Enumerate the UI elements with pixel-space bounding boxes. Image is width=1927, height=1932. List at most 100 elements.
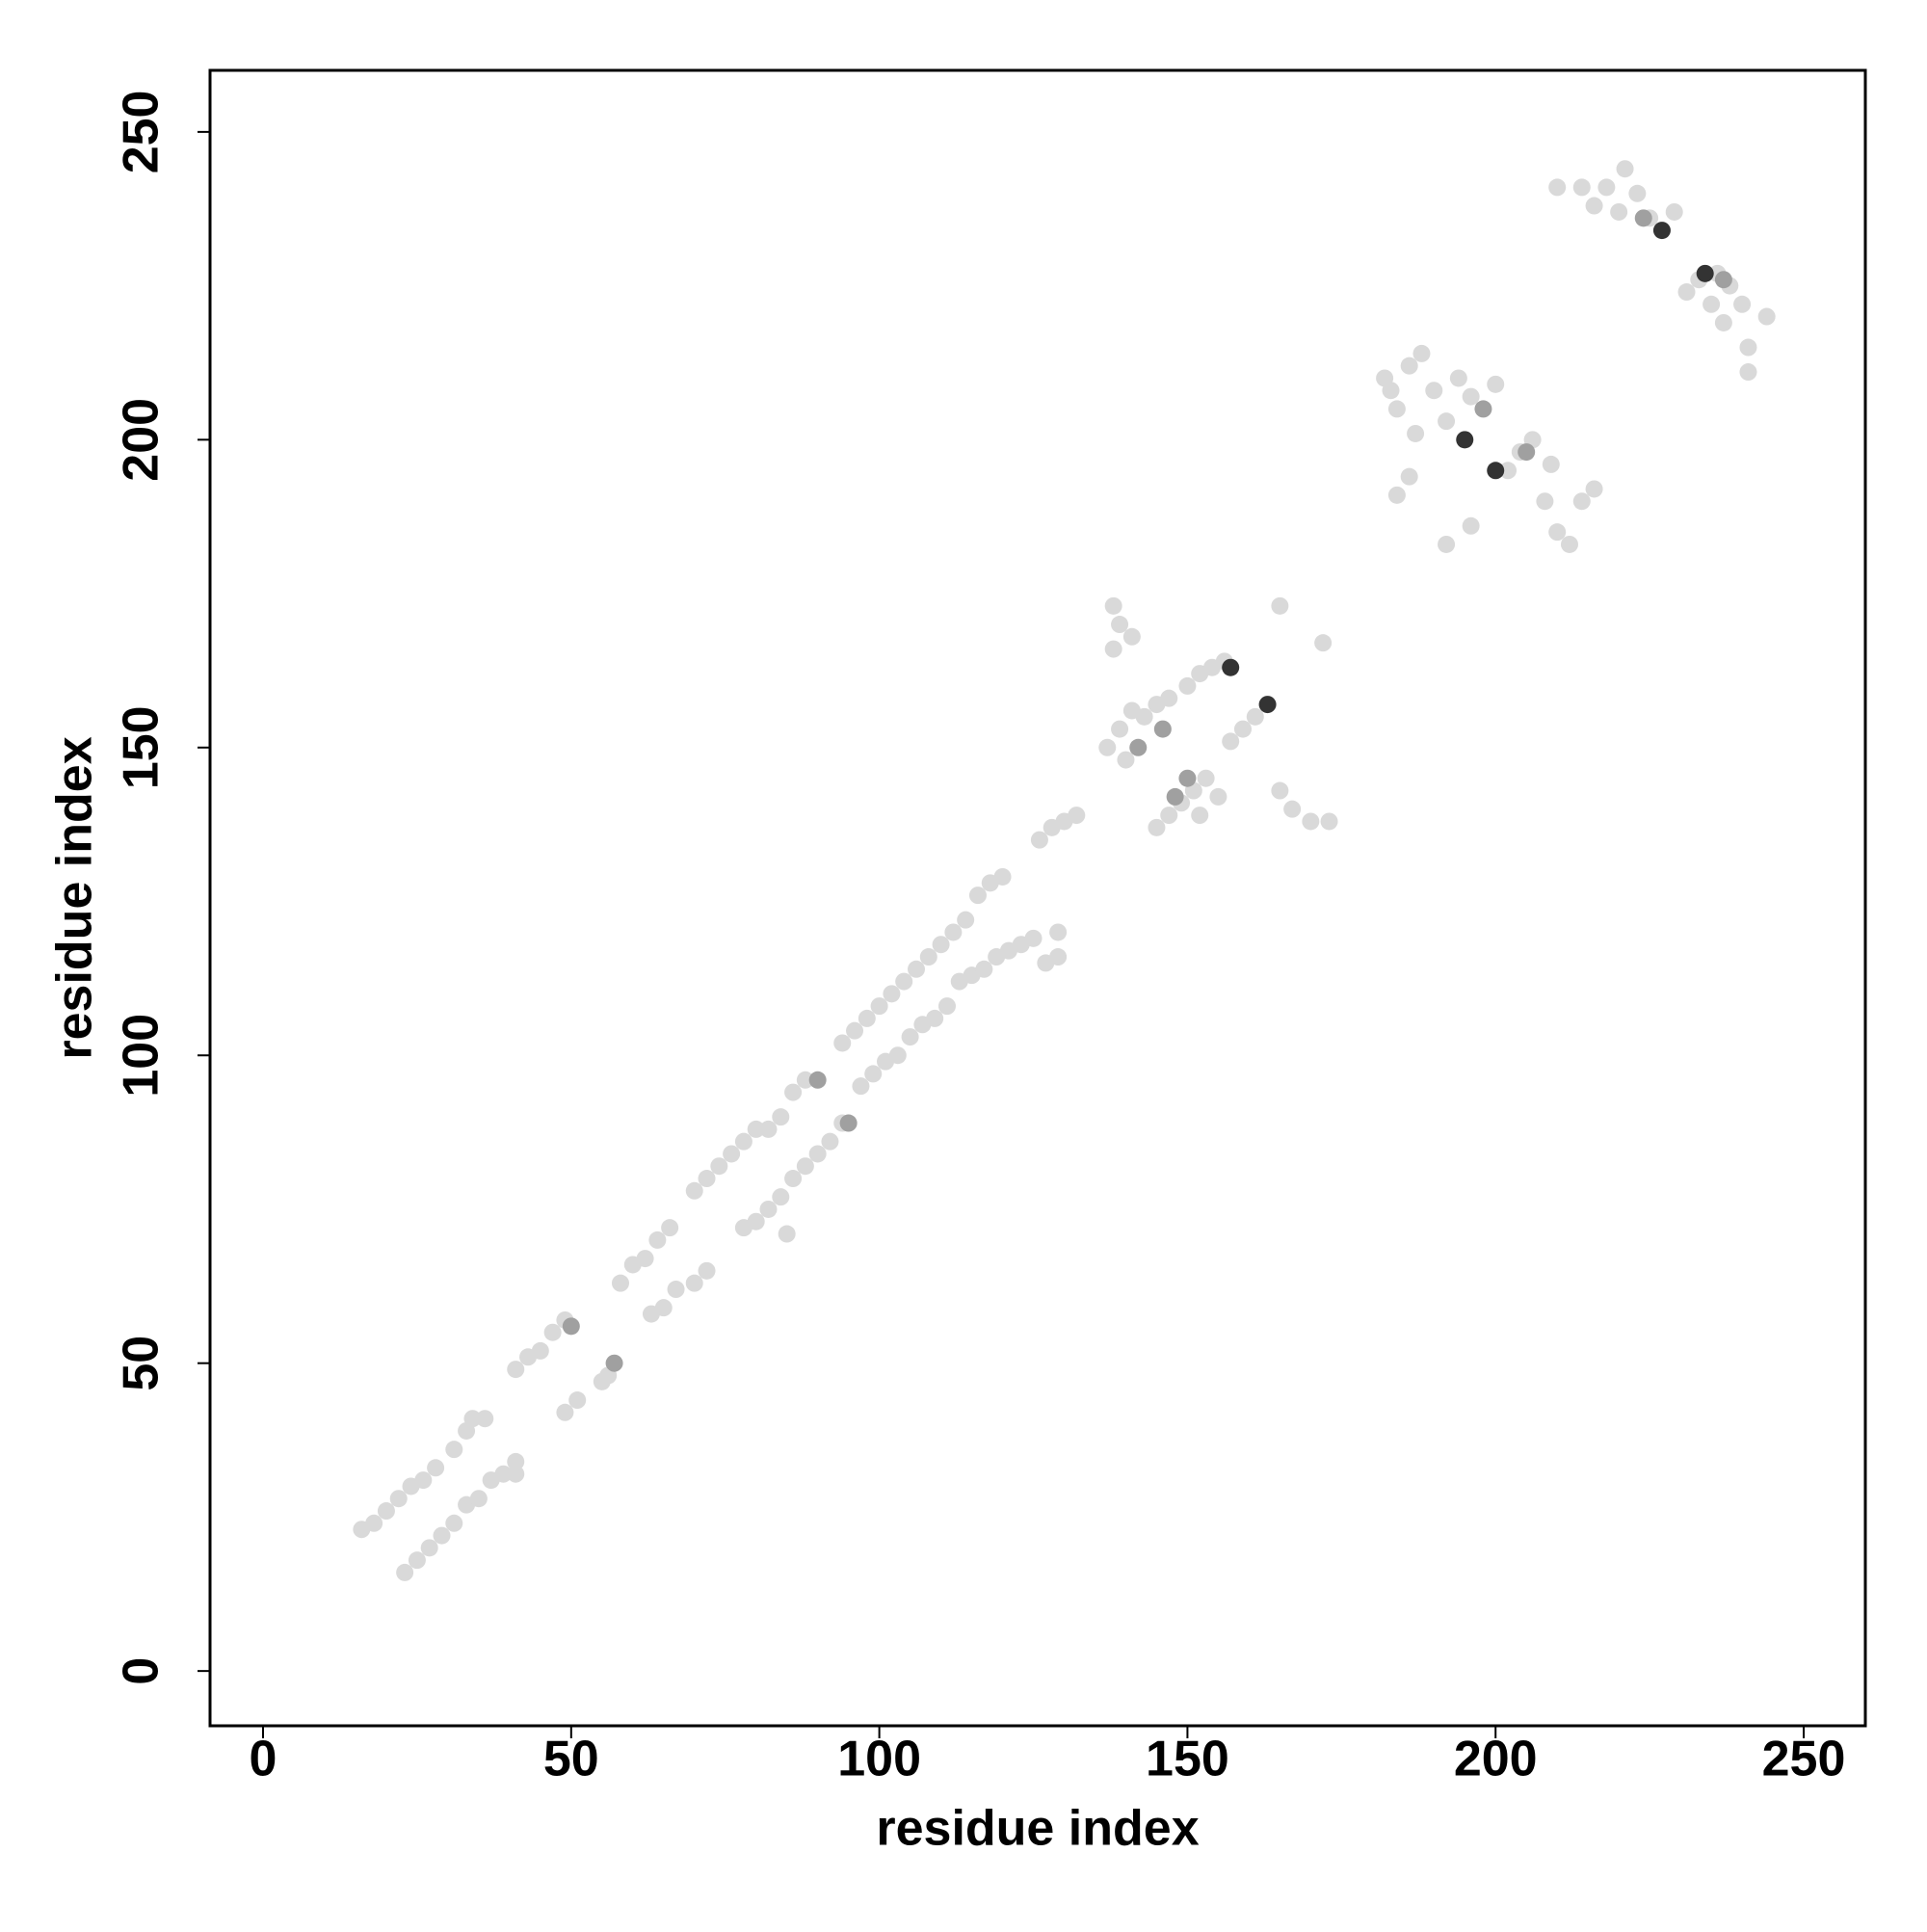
point: [808, 1071, 827, 1089]
point: [1412, 344, 1431, 362]
point: [1117, 751, 1135, 769]
point: [636, 1250, 654, 1268]
y-tick-label: 0: [114, 1657, 170, 1685]
point: [1499, 462, 1518, 480]
point: [476, 1410, 494, 1428]
point: [1246, 707, 1264, 726]
point: [1634, 209, 1652, 227]
point: [1104, 596, 1122, 615]
point: [1122, 627, 1141, 646]
point: [1387, 400, 1406, 418]
point: [365, 1514, 383, 1532]
point: [507, 1361, 525, 1379]
point: [1474, 400, 1492, 418]
point: [734, 1132, 752, 1151]
point: [408, 1551, 426, 1570]
point: [895, 972, 913, 991]
point: [494, 1465, 513, 1483]
point: [759, 1120, 778, 1138]
point: [926, 1009, 944, 1027]
point: [1178, 676, 1197, 695]
point: [469, 1490, 488, 1508]
point: [858, 1009, 876, 1027]
point: [1438, 412, 1456, 431]
point: [433, 1526, 451, 1545]
point: [1548, 178, 1567, 197]
point: [507, 1452, 525, 1470]
point: [975, 960, 993, 978]
point: [772, 1108, 790, 1126]
point: [1585, 197, 1603, 215]
point: [1049, 923, 1068, 941]
point: [1153, 720, 1172, 738]
point: [796, 1071, 814, 1089]
point: [778, 1225, 796, 1243]
point: [1314, 634, 1333, 652]
point: [562, 1317, 580, 1336]
point: [1425, 382, 1443, 400]
point: [1610, 202, 1628, 221]
point: [414, 1471, 433, 1490]
point: [1111, 616, 1129, 634]
point: [1068, 807, 1086, 825]
point: [1616, 160, 1634, 178]
point: [759, 1200, 778, 1218]
plot-frame: [208, 68, 1867, 1728]
y-tick-label: 250: [114, 91, 170, 174]
x-tick-label: 100: [837, 1732, 921, 1787]
point: [1160, 689, 1178, 707]
point: [685, 1274, 703, 1292]
point: [1258, 696, 1277, 714]
point: [1677, 283, 1696, 302]
point: [1518, 443, 1536, 462]
point: [1271, 781, 1289, 800]
y-tick-label: 200: [114, 398, 170, 482]
point: [1739, 363, 1757, 382]
point: [1703, 295, 1721, 313]
point: [1757, 307, 1776, 326]
point: [1209, 787, 1227, 806]
point: [1542, 455, 1560, 473]
point: [698, 1170, 716, 1188]
point: [723, 1145, 741, 1163]
point: [1665, 202, 1683, 221]
point: [420, 1539, 438, 1557]
x-tick-label: 0: [250, 1732, 277, 1787]
point: [993, 867, 1012, 886]
point: [463, 1410, 482, 1428]
point: [1462, 387, 1480, 406]
x-tick-label: 150: [1146, 1732, 1229, 1787]
point: [1148, 818, 1166, 836]
point: [1548, 523, 1567, 542]
point: [661, 1219, 679, 1237]
point: [1696, 264, 1714, 282]
point: [1628, 184, 1647, 202]
point: [1104, 640, 1122, 658]
point: [937, 997, 956, 1016]
point: [957, 911, 975, 929]
point: [1135, 707, 1153, 726]
point: [1178, 769, 1197, 787]
point: [1191, 807, 1209, 825]
point: [1049, 948, 1068, 966]
point: [821, 1132, 839, 1151]
y-tick-label: 150: [114, 705, 170, 789]
point: [1160, 807, 1178, 825]
x-tick-label: 250: [1762, 1732, 1846, 1787]
point: [654, 1299, 673, 1317]
point: [1400, 467, 1418, 486]
point: [531, 1341, 549, 1360]
x-tick-label: 50: [543, 1732, 599, 1787]
point: [839, 1114, 858, 1132]
point: [944, 923, 963, 941]
point: [1407, 424, 1425, 442]
point: [888, 1046, 907, 1065]
point: [1098, 738, 1117, 756]
point: [611, 1274, 629, 1292]
point: [808, 1145, 827, 1163]
point: [772, 1188, 790, 1206]
point: [784, 1170, 803, 1188]
point: [1387, 486, 1406, 504]
point: [605, 1354, 623, 1372]
